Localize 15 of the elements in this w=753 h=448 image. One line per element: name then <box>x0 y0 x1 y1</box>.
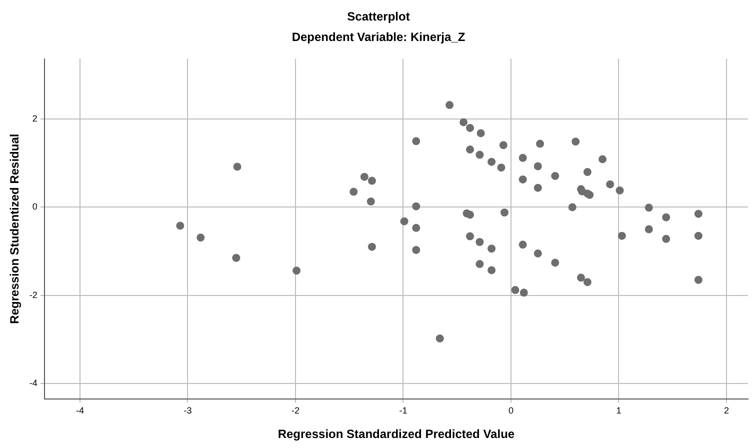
y-axis-title: Regression Studentized Residual <box>8 134 22 324</box>
chart-title: Scatterplot <box>347 10 410 24</box>
y-tick-label: -2 <box>29 290 38 300</box>
y-tick-label: 2 <box>32 114 38 124</box>
x-tick-label: -2 <box>291 406 300 416</box>
x-tick-label: 1 <box>616 406 622 416</box>
x-tick-label: -4 <box>76 406 84 416</box>
y-tick-label: 0 <box>32 202 38 212</box>
x-tick-label: 2 <box>724 406 729 416</box>
x-tick-label: 0 <box>508 406 514 416</box>
x-tick-label: -1 <box>399 406 408 416</box>
x-axis-title: Regression Standardized Predicted Value <box>278 427 515 442</box>
chart-subtitle: Dependent Variable: Kinerja_Z <box>292 30 466 44</box>
x-tick-label: -3 <box>184 406 192 416</box>
y-tick-label: -4 <box>29 378 38 388</box>
